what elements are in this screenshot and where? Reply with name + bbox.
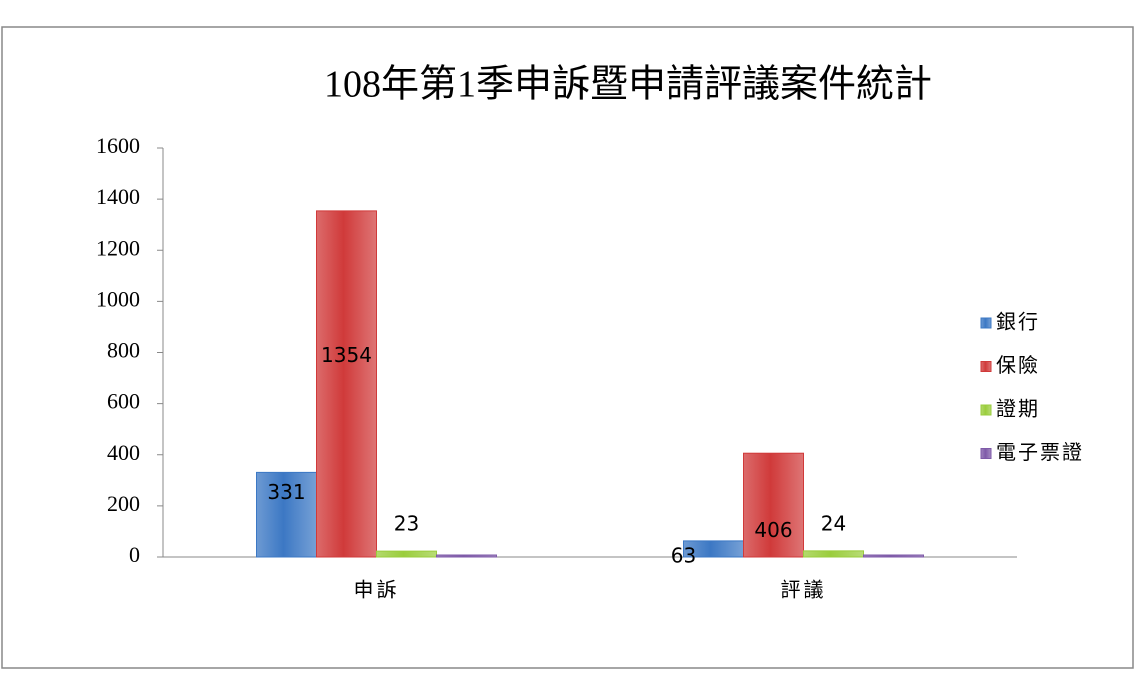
x-tick-label: 評議 bbox=[781, 578, 827, 602]
bar bbox=[316, 210, 377, 558]
y-tick-label: 600 bbox=[107, 389, 140, 414]
data-label: 23 bbox=[394, 512, 419, 536]
data-label: 24 bbox=[821, 511, 846, 535]
legend-label: 電子票證 bbox=[996, 440, 1084, 464]
bar bbox=[863, 554, 924, 558]
legend-swatch bbox=[980, 361, 992, 372]
legend-swatch bbox=[980, 317, 992, 329]
chart-frame bbox=[1, 26, 1134, 669]
legend-label: 銀行 bbox=[996, 310, 1040, 334]
data-label: 1354 bbox=[321, 343, 372, 367]
bar bbox=[743, 452, 804, 558]
legend-label: 保險 bbox=[996, 353, 1040, 377]
bar bbox=[256, 471, 317, 558]
x-tick-label: 申訴 bbox=[354, 578, 400, 602]
legend-label: 證期 bbox=[996, 397, 1040, 421]
data-label: 63 bbox=[671, 544, 696, 568]
y-tick-label: 0 bbox=[129, 542, 140, 567]
y-tick-label: 1400 bbox=[96, 184, 140, 209]
y-tick-label: 800 bbox=[107, 338, 140, 363]
data-label: 331 bbox=[267, 480, 305, 504]
legend-swatch bbox=[980, 448, 992, 459]
y-tick-label: 1600 bbox=[96, 133, 140, 158]
y-tick-label: 400 bbox=[107, 440, 140, 465]
y-tick-label: 1000 bbox=[96, 286, 140, 311]
bar bbox=[803, 550, 864, 558]
legend-swatch bbox=[980, 404, 992, 416]
chart-title: 108年第1季申訴暨申請評議案件統計 bbox=[324, 64, 932, 106]
y-tick-label: 1200 bbox=[96, 235, 140, 260]
data-label: 406 bbox=[754, 518, 792, 542]
bar bbox=[376, 550, 437, 558]
y-tick-label: 200 bbox=[107, 491, 140, 516]
bar bbox=[436, 554, 497, 558]
